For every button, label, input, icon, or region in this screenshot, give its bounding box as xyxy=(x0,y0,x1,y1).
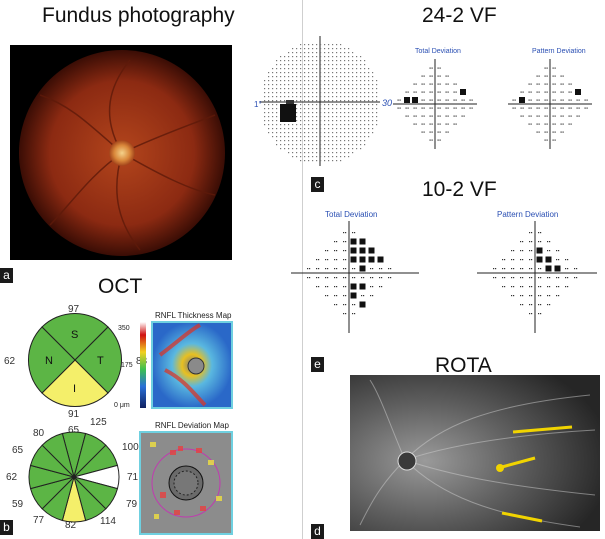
quadrant-bottom-value: 91 xyxy=(68,409,80,420)
clock-value-4: 79 xyxy=(126,499,138,510)
fundus-title: Fundus photography xyxy=(42,4,235,27)
panel-letter-c: c xyxy=(311,177,324,192)
quadrant-chart: S N T I xyxy=(28,313,122,407)
vf102-pattern-deviation-label: Pattern Deviation xyxy=(497,210,558,219)
vf242-pattern-deviation-label: Pattern Deviation xyxy=(532,48,586,55)
vf242-scale-right: 30 xyxy=(382,98,392,108)
thickness-scale-350: 350 xyxy=(118,325,130,332)
deviation-map-title: RNFL Deviation Map xyxy=(155,421,230,430)
vf242-pattern-deviation-plot xyxy=(508,59,592,149)
vf242-total-deviation-label: Total Deviation xyxy=(415,48,461,55)
rota-image xyxy=(350,375,600,531)
vertical-divider xyxy=(302,0,303,539)
oct-panel: 97 62 83 91 S N T I 65 125 80 100 65 71 … xyxy=(4,304,233,535)
optic-disc xyxy=(109,140,135,166)
vf242-panel: 1° 30 Total Deviation Pattern Deviation xyxy=(254,36,592,166)
vf102-total-deviation-plot xyxy=(291,221,419,333)
thickness-scale-0: 0 μm xyxy=(114,402,130,409)
clock-value-2: 100 xyxy=(122,442,139,453)
fundus-photo xyxy=(10,45,232,260)
vf242-grayscale-plot xyxy=(260,36,380,166)
clock-hour-chart xyxy=(28,431,120,523)
vf102-pattern-deviation-plot xyxy=(477,221,597,333)
clock-value-8: 59 xyxy=(12,499,24,510)
vf102-total-deviation-label: Total Deviation xyxy=(325,210,377,219)
quadrant-label-t: T xyxy=(97,355,104,367)
clock-value-5: 114 xyxy=(100,516,116,527)
vf242-title: 24-2 VF xyxy=(422,4,497,27)
quadrant-label-s: S xyxy=(71,329,78,341)
quadrant-top-value: 97 xyxy=(68,304,80,315)
clock-value-7: 77 xyxy=(33,515,45,526)
quadrant-label-i: I xyxy=(73,383,76,395)
panel-letter-a: a xyxy=(0,268,13,283)
oct-title: OCT xyxy=(98,275,143,298)
vf102-panel: Total Deviation Pattern Deviation xyxy=(291,210,597,333)
clock-value-3: 71 xyxy=(127,472,139,483)
panel-letter-d: d xyxy=(311,524,324,539)
vf242-scale-left: 1° xyxy=(254,100,262,109)
thickness-map-title: RNFL Thickness Map xyxy=(155,311,232,320)
clock-value-9: 62 xyxy=(6,472,18,483)
vf102-title: 10-2 VF xyxy=(422,178,497,201)
panel-letter-b: b xyxy=(0,520,13,535)
quadrant-left-value: 62 xyxy=(4,356,16,367)
clock-value-12: 65 xyxy=(68,425,80,436)
clock-value-11: 80 xyxy=(33,428,45,439)
quadrant-label-n: N xyxy=(45,355,53,367)
thickness-scale-175: 175 xyxy=(121,362,133,369)
panel-letter-e: e xyxy=(311,357,324,372)
vf242-total-deviation-plot xyxy=(393,59,477,149)
clock-value-1: 125 xyxy=(90,417,107,428)
clock-value-6: 82 xyxy=(65,520,77,531)
clock-sector xyxy=(41,432,75,479)
clock-value-10: 65 xyxy=(12,445,24,456)
rota-title: ROTA xyxy=(435,354,492,377)
